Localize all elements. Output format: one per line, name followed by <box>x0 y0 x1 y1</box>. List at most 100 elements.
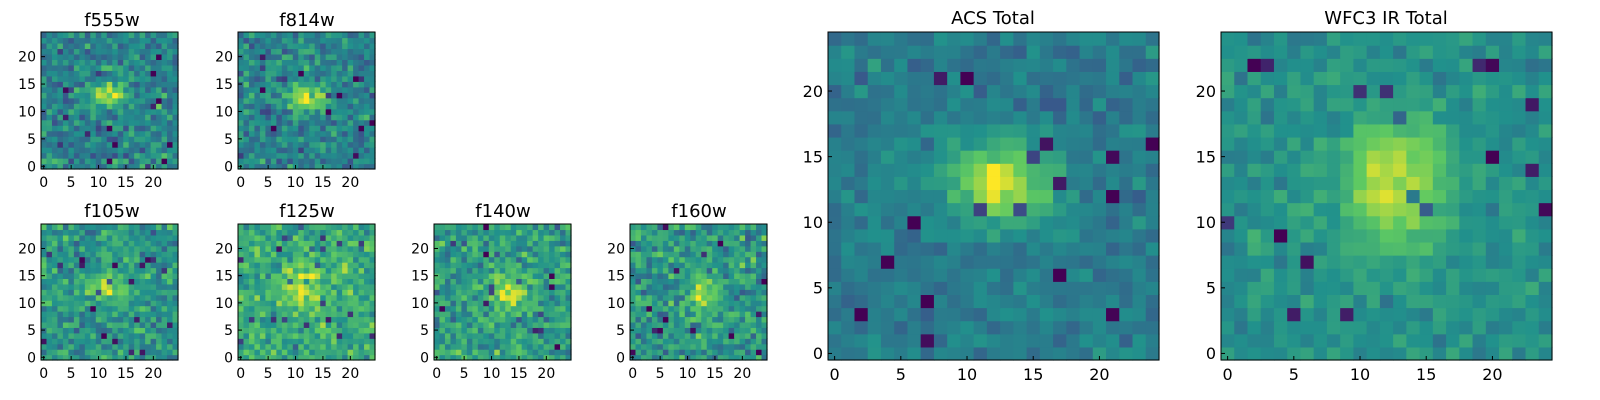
y-tick-label: 5 <box>27 323 36 339</box>
heatmap-cell <box>1079 241 1094 256</box>
heatmap-cell <box>270 141 277 148</box>
heatmap-cell <box>635 272 642 279</box>
heatmap-cell <box>1459 136 1474 151</box>
heatmap-cell <box>651 234 658 241</box>
heatmap-cell <box>358 92 365 99</box>
heatmap-cell <box>521 343 528 350</box>
heatmap-cell <box>46 147 53 154</box>
heatmap-cell <box>494 338 501 345</box>
heatmap-cell <box>651 354 658 361</box>
heatmap-cell <box>243 229 250 236</box>
heatmap-cell <box>276 147 283 154</box>
heatmap-cell <box>527 294 534 301</box>
heatmap-cell <box>287 108 294 115</box>
heatmap-cell <box>750 294 757 301</box>
heatmap-cell <box>1013 176 1028 191</box>
heatmap-cell <box>723 272 730 279</box>
heatmap-cell <box>1485 136 1500 151</box>
heatmap-cell <box>320 343 327 350</box>
heatmap-cell <box>364 343 371 350</box>
heatmap-cell <box>292 70 299 77</box>
heatmap-cell <box>336 240 343 247</box>
heatmap-cell <box>527 316 534 323</box>
heatmap-cell <box>106 114 113 121</box>
heatmap-cell <box>483 278 490 285</box>
heatmap-cell <box>712 224 719 231</box>
heatmap-cell <box>265 289 272 296</box>
heatmap-cell <box>1472 333 1487 348</box>
heatmap-cell <box>276 75 283 82</box>
heatmap-cell <box>243 294 250 301</box>
heatmap-cell <box>745 224 752 231</box>
heatmap-cell <box>690 316 697 323</box>
heatmap-cell <box>646 300 653 307</box>
heatmap-cell <box>1379 215 1394 230</box>
heatmap-cell <box>640 300 648 307</box>
heatmap-cell <box>455 316 462 323</box>
heatmap-cell <box>281 289 288 296</box>
heatmap-cell <box>734 272 741 279</box>
heatmap-cell <box>756 272 763 279</box>
heatmap-cell <box>854 110 869 125</box>
heatmap-cell <box>57 48 64 55</box>
heatmap-cell <box>161 48 168 55</box>
heatmap-cell <box>106 59 113 66</box>
heatmap-cell <box>84 53 91 60</box>
heatmap-cell <box>139 294 146 301</box>
heatmap-cell <box>320 240 327 247</box>
heatmap-cell <box>1499 268 1513 282</box>
heatmap-cell <box>434 262 441 269</box>
heatmap-cell <box>894 307 909 322</box>
heatmap-cell <box>156 152 163 159</box>
heatmap-cell <box>117 224 124 231</box>
heatmap-cell <box>510 245 517 252</box>
heatmap-cell <box>320 278 327 285</box>
heatmap-cell <box>68 305 75 312</box>
heatmap-cell <box>646 332 653 339</box>
heatmap-cell <box>986 97 1001 112</box>
heatmap-cell <box>1340 150 1354 164</box>
heatmap-cell <box>1013 58 1028 72</box>
heatmap-cell <box>880 71 895 86</box>
heatmap-cell <box>828 176 842 191</box>
heatmap-cell <box>84 64 91 71</box>
heatmap-cell <box>128 349 135 356</box>
heatmap-cell <box>1221 320 1235 335</box>
heatmap-cell <box>761 240 768 247</box>
heatmap-cell <box>336 163 343 170</box>
heatmap-cell <box>538 294 545 301</box>
heatmap-cell <box>651 343 658 350</box>
heatmap-cell <box>51 158 59 165</box>
heatmap-cell <box>364 130 371 137</box>
heatmap-cell <box>292 48 299 55</box>
heatmap-cell <box>1353 268 1368 282</box>
heatmap-cell <box>947 71 961 86</box>
heatmap-cell <box>828 346 842 361</box>
heatmap-cell <box>123 119 130 126</box>
heatmap-cell <box>1053 333 1067 348</box>
heatmap-cell <box>986 123 1001 138</box>
heatmap-cell <box>1145 150 1160 164</box>
heatmap-cell <box>695 343 702 350</box>
heatmap-cell <box>854 97 869 112</box>
heatmap-cell <box>134 229 141 236</box>
heatmap-cell <box>145 289 152 296</box>
heatmap-cell <box>527 354 534 361</box>
heatmap-cell <box>728 224 735 231</box>
heatmap-cell <box>57 103 64 110</box>
heatmap-cell <box>947 163 961 177</box>
heatmap-cell <box>1145 307 1160 322</box>
heatmap-cell <box>46 251 53 258</box>
heatmap-cell <box>281 354 288 361</box>
heatmap-cell <box>920 294 935 309</box>
heatmap-cell <box>1525 150 1540 164</box>
heatmap-cell <box>358 300 365 307</box>
heatmap-cell <box>1432 281 1447 295</box>
heatmap-cell <box>1499 189 1513 204</box>
heatmap-cell <box>1406 294 1421 309</box>
heatmap-cell <box>287 349 294 356</box>
heatmap-cell <box>248 147 256 154</box>
heatmap-cell <box>527 229 534 236</box>
heatmap-cell <box>960 32 975 46</box>
heatmap-cell <box>841 228 856 243</box>
